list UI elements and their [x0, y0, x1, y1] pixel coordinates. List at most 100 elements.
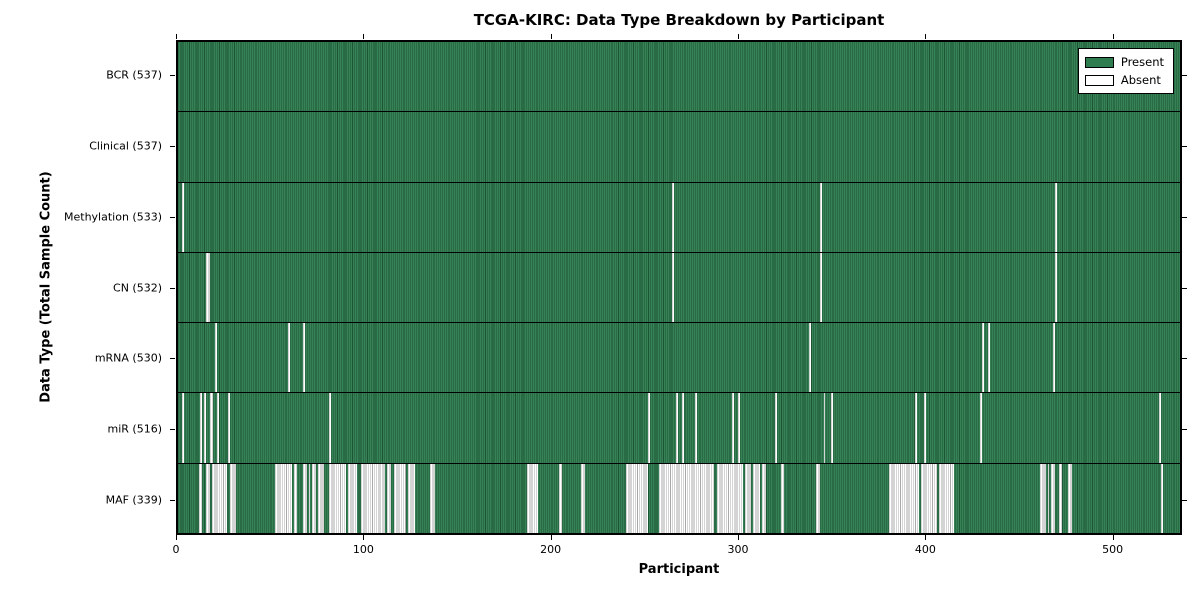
absent-segment	[752, 463, 761, 533]
absent-segment	[648, 393, 651, 463]
x-tick-mark	[925, 535, 927, 540]
legend-item-present: Present	[1084, 53, 1164, 71]
absent-segment	[915, 393, 917, 463]
absent-segment	[379, 463, 386, 533]
absent-segment	[888, 463, 919, 533]
absent-segment	[694, 393, 697, 463]
y-tick-label: CN (532)	[113, 281, 162, 294]
absent-segment	[360, 463, 380, 533]
absent-swatch-icon	[1084, 74, 1114, 86]
y-tick-mark	[1182, 75, 1187, 77]
absent-segment	[1068, 463, 1072, 533]
y-tick-label: mRNA (530)	[94, 351, 162, 365]
absent-segment	[920, 463, 938, 533]
absent-segment	[211, 463, 227, 533]
x-tick-mark	[1112, 535, 1114, 540]
x-tick-mark	[738, 34, 739, 39]
x-tick-label: 100	[352, 543, 374, 556]
absent-segment	[672, 182, 675, 252]
row-mrna	[178, 322, 1180, 393]
y-tick-mark	[170, 287, 175, 289]
absent-segment	[745, 463, 751, 533]
y-tick-mark	[1182, 287, 1187, 289]
absent-segment	[775, 393, 777, 463]
y-tick-mark	[1182, 428, 1187, 430]
row-methylation	[178, 181, 1180, 252]
x-tick-label: 500	[1102, 543, 1124, 556]
absent-segment	[217, 393, 220, 463]
absent-segment	[308, 463, 311, 533]
legend-label: Present	[1120, 55, 1164, 69]
absent-segment	[204, 393, 206, 463]
absent-segment	[288, 323, 290, 393]
absent-segment	[329, 393, 331, 463]
absent-segment	[386, 463, 391, 533]
absent-segment	[205, 463, 210, 533]
absent-segment	[581, 463, 585, 533]
y-tick-mark	[1182, 146, 1187, 148]
x-tick-mark	[176, 535, 177, 540]
x-tick-mark	[363, 535, 365, 540]
x-tick-mark	[550, 34, 552, 39]
absent-segment	[303, 463, 307, 533]
y-tick-label: BCR (537)	[106, 68, 162, 82]
y-tick-mark	[170, 358, 175, 360]
present-swatch-icon	[1084, 56, 1114, 68]
plot-area: Present Absent	[176, 40, 1182, 535]
chart-title: TCGA-KIRC: Data Type Breakdown by Partic…	[473, 11, 885, 29]
x-axis-label: Participant	[638, 562, 720, 577]
absent-segment	[200, 393, 203, 463]
absent-segment	[676, 393, 679, 463]
absent-segment	[681, 393, 684, 463]
y-tick-mark	[1182, 216, 1187, 218]
absent-segment	[1159, 393, 1162, 463]
absent-segment	[762, 463, 766, 533]
row-cn	[178, 251, 1180, 323]
x-tick-label: 200	[540, 543, 562, 556]
absent-segment	[303, 323, 305, 393]
absent-segment	[526, 463, 539, 533]
x-tick-mark	[176, 34, 177, 39]
absent-segment	[329, 463, 346, 533]
absent-segment	[1054, 182, 1057, 252]
row-mir	[178, 392, 1180, 463]
absent-segment	[317, 463, 324, 533]
x-tick-label: 400	[914, 543, 936, 556]
absent-segment	[732, 393, 735, 463]
absent-segment	[230, 463, 236, 533]
absent-segment	[215, 323, 218, 393]
absent-segment	[1051, 463, 1055, 533]
absent-segment	[717, 463, 744, 533]
absent-segment	[275, 463, 292, 533]
absent-segment	[808, 323, 811, 393]
absent-segment	[1047, 463, 1050, 533]
y-tick-mark	[1182, 358, 1187, 360]
absent-segment	[181, 393, 184, 463]
absent-segment	[819, 252, 822, 323]
absent-segment	[347, 463, 358, 533]
absent-segment	[228, 393, 231, 463]
x-tick-label: 0	[172, 543, 180, 556]
absent-segment	[1054, 252, 1057, 323]
absent-segment	[939, 463, 955, 533]
absent-segment	[1040, 463, 1046, 533]
absent-segment	[672, 252, 675, 323]
absent-segment	[181, 182, 184, 252]
absent-segment	[819, 182, 822, 252]
y-tick-label: MAF (339)	[105, 493, 162, 507]
absent-segment	[625, 463, 649, 533]
absent-segment	[558, 463, 563, 533]
y-tick-label: miR (516)	[107, 422, 163, 436]
y-tick-mark	[170, 75, 175, 77]
y-tick-mark	[170, 499, 175, 501]
absent-segment	[394, 463, 406, 533]
y-tick-mark	[170, 428, 175, 430]
absent-segment	[659, 463, 714, 533]
absent-segment	[823, 393, 826, 463]
row-maf	[178, 462, 1180, 533]
y-tick-label: Methylation (533)	[64, 210, 162, 224]
absent-segment	[1161, 463, 1164, 533]
y-tick-label: Clinical (537)	[89, 139, 162, 153]
legend-label: Absent	[1120, 73, 1161, 87]
x-tick-mark	[925, 34, 927, 39]
